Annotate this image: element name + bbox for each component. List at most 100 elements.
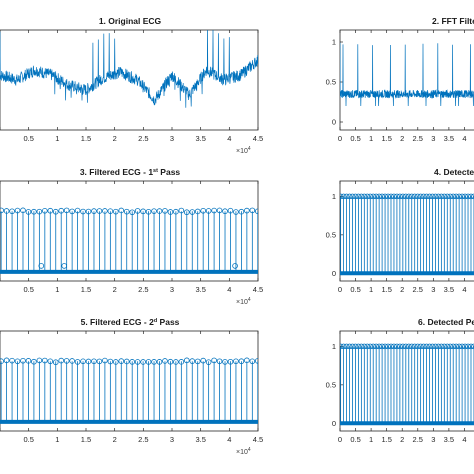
y-tick-label: 1 xyxy=(332,342,336,351)
stem-marker xyxy=(140,359,146,365)
stem-marker xyxy=(156,359,163,365)
stem-marker xyxy=(249,358,256,365)
stem-marker xyxy=(450,343,457,350)
x-multiplier-exponent: 4 xyxy=(248,146,251,152)
stem-marker xyxy=(58,207,65,214)
stem-marker xyxy=(453,343,459,350)
stem-marker xyxy=(134,208,141,214)
stem-marker xyxy=(14,358,21,365)
stem-marker xyxy=(400,343,406,350)
stem-marker xyxy=(74,207,81,214)
series-line xyxy=(0,30,258,108)
x-tick-label: 0.5 xyxy=(23,285,33,294)
stem-marker xyxy=(403,193,409,200)
x-tick-label: 4 xyxy=(462,134,466,143)
stem-marker xyxy=(465,193,471,200)
stem-marker xyxy=(151,359,157,365)
stem-marker xyxy=(414,343,421,350)
stem-marker xyxy=(411,343,418,350)
x-multiplier-label: ×104 xyxy=(236,447,251,456)
panel-filtered-first-pass: 3. Filtered ECG - 1st Pass 0.5 1 1.5 2 2.5 3 3… xyxy=(0,167,263,306)
stem-marker xyxy=(189,358,196,364)
stem-marker xyxy=(423,343,430,350)
stem-marker xyxy=(355,193,362,200)
stem-marker xyxy=(441,343,448,350)
stem-marker xyxy=(420,193,427,200)
panel-title: 3. Filtered ECG - 1st Pass xyxy=(80,167,181,177)
stem-layer xyxy=(340,193,474,276)
stem-marker xyxy=(96,358,103,365)
stem-marker xyxy=(355,343,362,350)
low-stem-marker xyxy=(232,263,238,269)
stem-marker xyxy=(52,208,59,215)
x-tick-label: 2 xyxy=(400,435,404,444)
stem-marker xyxy=(123,208,130,215)
stem-marker xyxy=(189,209,196,215)
y-tick-label: 1 xyxy=(332,192,336,201)
stem-marker xyxy=(227,207,234,214)
stem-marker xyxy=(417,193,424,200)
stem-marker xyxy=(358,193,365,200)
stem-marker xyxy=(9,208,15,215)
x-tick-label: 2 xyxy=(113,435,117,444)
x-tick-label: 0.5 xyxy=(350,285,360,294)
stem-marker xyxy=(194,358,201,365)
stem-marker xyxy=(432,193,439,200)
stem-marker xyxy=(216,207,223,214)
stem-marker xyxy=(468,343,474,350)
stem-marker xyxy=(459,343,465,350)
stem-marker xyxy=(20,357,26,364)
plot-area xyxy=(339,29,474,131)
x-tick-label: 4.5 xyxy=(253,285,263,294)
stem-marker xyxy=(205,359,212,365)
x-tick-label: 1.5 xyxy=(381,134,391,143)
y-tick-label: 0.5 xyxy=(326,78,336,87)
stem-marker xyxy=(0,358,4,365)
stem-marker xyxy=(429,343,436,350)
x-multiplier-label: ×104 xyxy=(236,297,251,306)
y-tick-label: 0 xyxy=(332,419,336,428)
x-tick-label: 1.5 xyxy=(81,285,91,294)
stem-marker xyxy=(403,343,409,350)
y-tick-label: 0 xyxy=(332,118,336,127)
stem-marker xyxy=(107,358,114,365)
stem-marker xyxy=(420,343,427,350)
stem-marker xyxy=(118,207,125,214)
x-multiplier-label: ×104 xyxy=(236,146,251,155)
stem-marker xyxy=(227,358,234,365)
stem-marker xyxy=(85,208,92,215)
stem-marker xyxy=(405,193,412,200)
stem-marker xyxy=(211,357,217,364)
panel-fft-filtered: 2. FFT Filte 0 0.5 1 1.5 2 2.5 3 3.5 4 0 0.5 1 xyxy=(326,16,474,143)
stem-marker xyxy=(438,193,445,200)
stem-marker xyxy=(340,343,344,350)
stem-marker xyxy=(408,343,415,350)
stem-marker xyxy=(340,193,344,200)
stem-marker xyxy=(200,357,206,364)
stem-marker xyxy=(233,358,239,365)
stem-marker xyxy=(447,193,454,200)
stem-marker xyxy=(80,358,86,365)
y-tick-label: 0 xyxy=(332,269,336,278)
stem-marker xyxy=(391,343,397,350)
stem-marker xyxy=(211,207,217,214)
stem-marker xyxy=(385,343,391,350)
stem-marker xyxy=(456,343,462,350)
stem-marker xyxy=(423,193,430,200)
stem-marker xyxy=(178,359,185,365)
stem-marker xyxy=(47,207,54,214)
stem-marker xyxy=(414,193,421,200)
x-tick-label: 1 xyxy=(55,134,59,143)
stem-marker xyxy=(405,343,412,350)
stem-marker xyxy=(20,207,26,214)
panel-detected-first: 4. Detecte 0 0.5 1 1.5 2 2.5 3 3.5 4 0 0.5 1 xyxy=(326,167,474,294)
x-tick-label: 2.5 xyxy=(413,134,423,143)
stem-marker xyxy=(349,193,356,200)
x-tick-label: 0.5 xyxy=(350,134,360,143)
stem-marker xyxy=(465,343,471,350)
stem-marker xyxy=(364,193,371,200)
stem-marker xyxy=(376,193,382,200)
stem-marker xyxy=(385,193,391,200)
stem-marker xyxy=(447,343,454,350)
stem-marker xyxy=(58,357,65,364)
